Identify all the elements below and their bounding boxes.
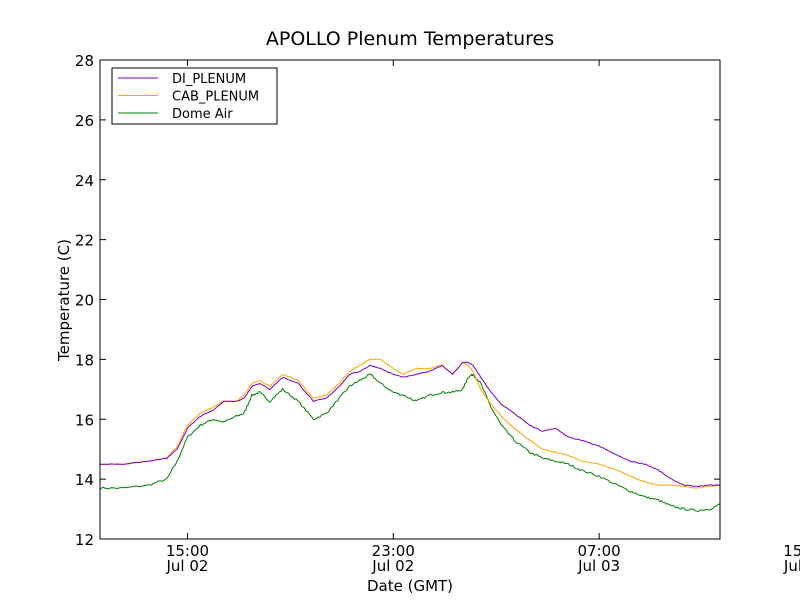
- y-axis-label: Temperature (C): [55, 239, 73, 362]
- y-tick-label: 18: [75, 351, 94, 369]
- x-tick-time-label: 07:00: [577, 542, 620, 560]
- y-tick-label: 16: [75, 411, 94, 429]
- y-axis: 12 14 16 18 20 22 24 26 28: [75, 52, 720, 549]
- x-tick-time-label: 15:00: [166, 542, 209, 560]
- legend: DI_PLENUM CAB_PLENUM Dome Air: [111, 67, 278, 125]
- y-tick-label: 14: [75, 471, 94, 489]
- x-tick-date-label: Jul 02: [371, 557, 414, 575]
- x-tick-date-label: Jul 03: [783, 557, 800, 575]
- legend-label-di-plenum: DI_PLENUM: [172, 72, 246, 87]
- series-line-cab-plenum: [100, 358, 720, 489]
- x-tick-time-label: 15:00: [783, 542, 800, 560]
- y-tick-label: 28: [75, 52, 94, 70]
- y-tick-label: 24: [75, 172, 94, 190]
- x-tick-time-label: 23:00: [372, 542, 415, 560]
- series-line-dome-air: [100, 373, 720, 512]
- x-tick-date-label: Jul 02: [165, 557, 208, 575]
- y-tick-label: 26: [75, 112, 94, 130]
- x-tick-date-label: Jul 03: [577, 557, 620, 575]
- x-axis-label: Date (GMT): [367, 577, 453, 595]
- y-tick-label: 22: [75, 232, 94, 250]
- chart-title: APOLLO Plenum Temperatures: [266, 28, 554, 50]
- y-tick-label: 12: [75, 531, 94, 549]
- y-tick-label: 20: [75, 292, 94, 310]
- legend-label-cab-plenum: CAB_PLENUM: [172, 90, 259, 105]
- legend-entries: DI_PLENUM CAB_PLENUM Dome Air: [118, 72, 259, 122]
- series-layer: [100, 358, 720, 512]
- legend-label-dome-air: Dome Air: [172, 107, 233, 122]
- series-line-di-plenum: [100, 361, 720, 488]
